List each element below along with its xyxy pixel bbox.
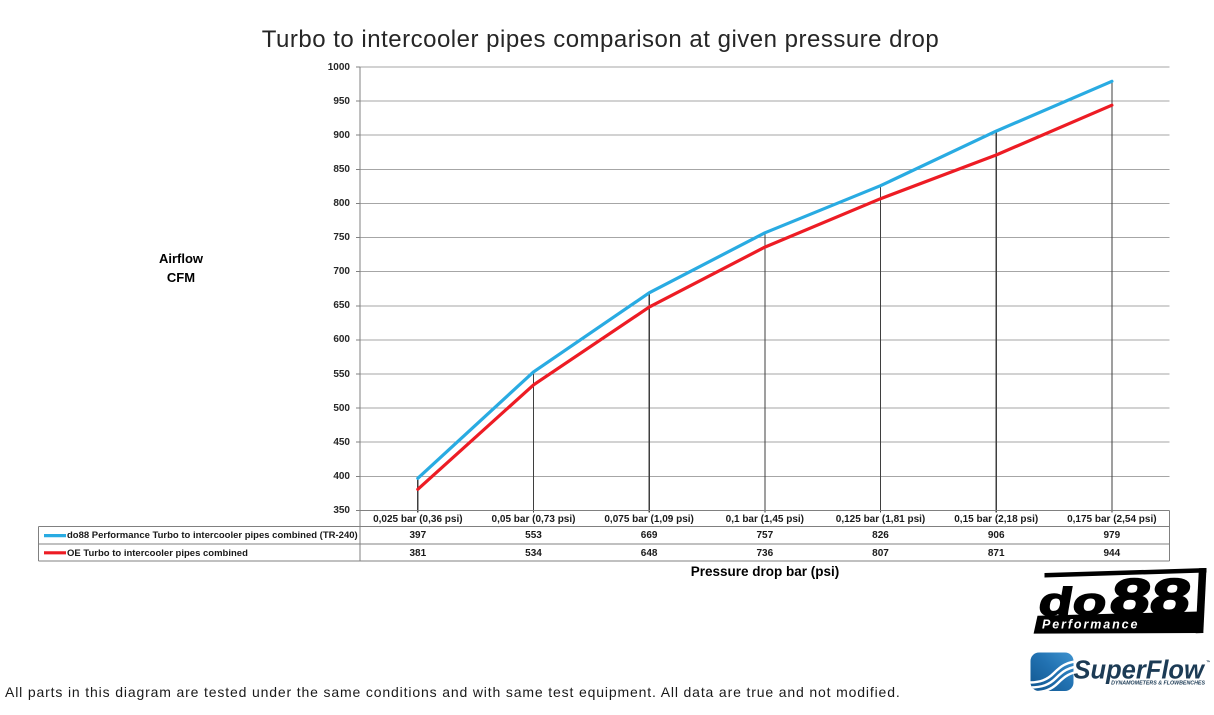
svg-text:DYNAMOMETERS & FLOWBENCHES: DYNAMOMETERS & FLOWBENCHES bbox=[1111, 681, 1205, 687]
svg-text:Performance: Performance bbox=[1042, 618, 1139, 632]
svg-text:SuperFlow: SuperFlow bbox=[1074, 657, 1207, 685]
svg-text:™: ™ bbox=[1206, 660, 1210, 666]
svg-text:do: do bbox=[1035, 581, 1111, 624]
svg-text:88: 88 bbox=[1106, 569, 1196, 626]
